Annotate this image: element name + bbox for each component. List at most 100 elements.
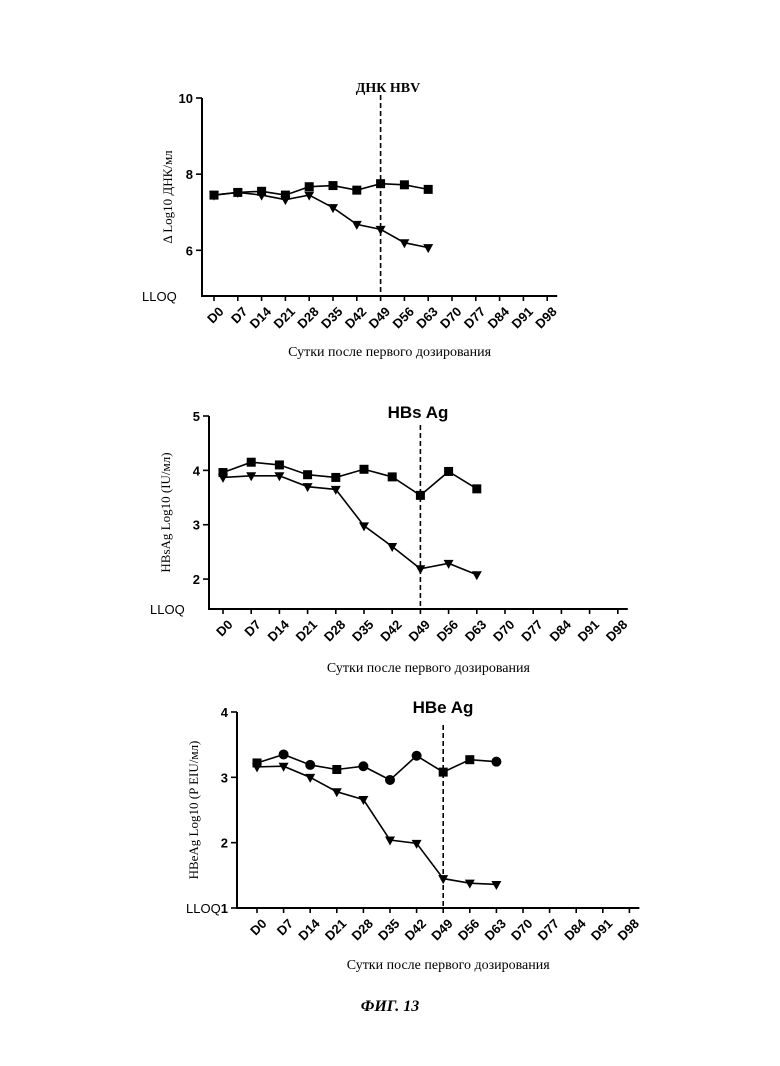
x-tick-label: D77	[461, 304, 488, 331]
data-point-square	[465, 755, 474, 764]
data-point-square	[305, 182, 314, 191]
x-tick-label: D0	[247, 916, 269, 938]
data-point-square	[472, 484, 481, 493]
figure: 6810LLOQD0D7D14D21D28D35D42D49D56D63D70D…	[0, 0, 780, 1066]
series-line	[257, 766, 496, 884]
x-tick-label: D28	[321, 617, 348, 644]
series-line	[214, 192, 428, 247]
x-tick-label: D35	[375, 916, 402, 943]
x-tick-label: D21	[322, 916, 349, 943]
x-tick-label: D91	[508, 304, 535, 331]
data-point-circle	[385, 775, 395, 785]
data-point-square	[416, 491, 425, 500]
x-tick-label: D91	[575, 617, 602, 644]
lloq-label: LLOQ	[142, 289, 177, 304]
y-axis-label: HBeAg Log10 (P EIU/мл)	[186, 741, 201, 880]
x-tick-label: D35	[349, 617, 376, 644]
x-tick-label: D84	[546, 616, 574, 644]
chart-title: HBe Ag	[413, 698, 474, 717]
x-tick-label: D42	[402, 916, 429, 943]
figure-caption: ФИГ. 13	[361, 998, 420, 1015]
x-tick-label: D70	[490, 617, 517, 644]
x-tick-label: D56	[455, 916, 482, 943]
hbv-dna-chart: 6810LLOQD0D7D14D21D28D35D42D49D56D63D70D…	[142, 81, 560, 360]
data-point-circle	[279, 749, 289, 759]
y-tick-label: 3	[193, 518, 200, 533]
x-tick-label: D7	[274, 916, 296, 938]
x-tick-label: D14	[264, 616, 292, 644]
data-point-triangle-down	[376, 226, 386, 235]
data-point-square	[332, 765, 341, 774]
y-tick-label: 5	[193, 409, 200, 424]
x-tick-label: D28	[294, 304, 321, 331]
x-tick-label: D21	[293, 617, 320, 644]
data-point-square	[352, 186, 361, 195]
series-line	[257, 754, 496, 779]
x-tick-label: D63	[481, 916, 508, 943]
x-tick-label: D35	[318, 304, 345, 331]
x-tick-label: D7	[241, 617, 263, 639]
data-point-triangle-down	[252, 763, 262, 772]
x-tick-label: D77	[535, 916, 562, 943]
data-point-square	[303, 470, 312, 479]
y-tick-label: 2	[193, 572, 200, 587]
x-tick-label: D70	[508, 916, 535, 943]
data-point-square	[444, 467, 453, 476]
data-point-triangle-down	[423, 244, 433, 253]
x-axis-label: Сутки после первого дозирования	[288, 345, 492, 360]
x-tick-label: D42	[377, 617, 404, 644]
lloq-label: LLOQ	[186, 901, 221, 916]
data-point-circle	[358, 761, 368, 771]
y-tick-label: 2	[221, 836, 228, 851]
x-tick-label: D14	[247, 303, 275, 331]
x-tick-label: D77	[518, 617, 545, 644]
x-tick-label: D0	[213, 617, 235, 639]
data-point-triangle-down	[218, 474, 228, 483]
x-tick-label: D49	[366, 304, 393, 331]
chart-title: ДНК HBV	[356, 81, 421, 96]
x-tick-label: D63	[413, 304, 440, 331]
x-tick-label: D14	[295, 915, 323, 943]
data-point-triangle-down	[359, 522, 369, 531]
x-axis-label: Сутки после первого дозирования	[327, 661, 531, 676]
x-tick-label: D49	[428, 916, 455, 943]
x-tick-label: D70	[437, 304, 464, 331]
data-point-square	[400, 180, 409, 189]
y-tick-label: 3	[221, 770, 228, 785]
hbeag-chart: 1234LLOQD0D7D14D21D28D35D42D49D56D63D70D…	[186, 698, 642, 973]
x-tick-label: D28	[348, 916, 375, 943]
y-axis-label: HBsAg Log10 (IU/мл)	[158, 452, 173, 572]
x-tick-label: D98	[532, 304, 559, 331]
data-point-square	[360, 465, 369, 474]
data-point-square	[439, 768, 448, 777]
series-line	[223, 462, 477, 495]
y-tick-label: 4	[221, 705, 229, 720]
data-point-square	[388, 472, 397, 481]
data-point-circle	[412, 751, 422, 761]
chart-title: HBs Ag	[388, 403, 449, 422]
x-tick-label: D56	[434, 617, 461, 644]
y-tick-label: 8	[186, 167, 193, 182]
data-point-square	[329, 181, 338, 190]
x-tick-label: D42	[342, 304, 369, 331]
y-tick-label: 10	[179, 91, 193, 106]
data-point-triangle-down	[465, 880, 475, 889]
x-axis-label: Сутки после первого дозирования	[347, 958, 551, 973]
data-point-triangle-down	[387, 543, 397, 552]
x-tick-label: D84	[561, 915, 589, 943]
x-tick-label: D98	[614, 916, 641, 943]
x-tick-label: D49	[405, 617, 432, 644]
data-point-triangle-down	[280, 196, 290, 205]
data-point-circle	[491, 757, 501, 767]
y-tick-label: 6	[186, 243, 193, 258]
data-point-square	[247, 458, 256, 467]
data-point-triangle-down	[491, 881, 501, 890]
data-point-square	[331, 473, 340, 482]
x-tick-label: D63	[462, 617, 489, 644]
data-point-square	[424, 185, 433, 194]
y-tick-label: 4	[193, 463, 201, 478]
x-tick-label: D0	[204, 304, 226, 326]
y-tick-label: 1	[221, 901, 228, 916]
data-point-square	[376, 179, 385, 188]
x-tick-label: D7	[228, 304, 250, 326]
